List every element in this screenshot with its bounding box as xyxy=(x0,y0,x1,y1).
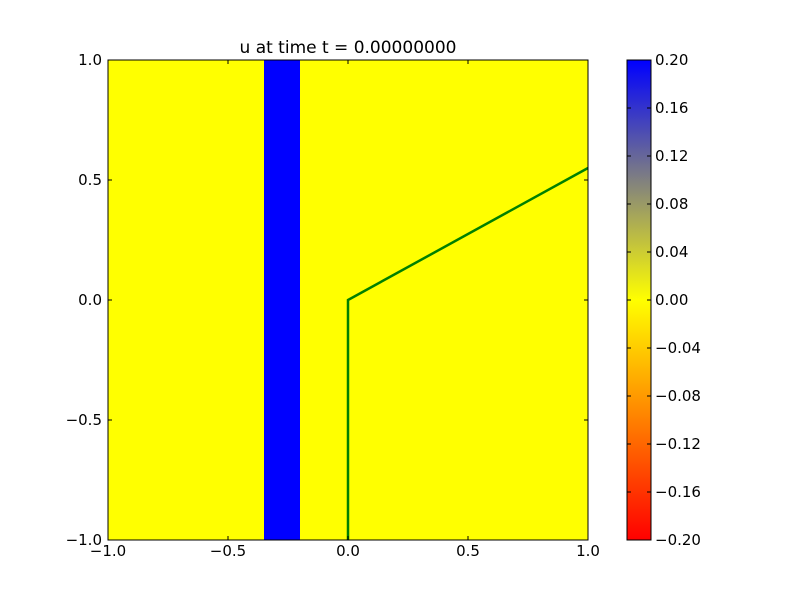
x-tick-label: −1.0 xyxy=(90,542,126,560)
colorbar-tick-label: −0.04 xyxy=(655,339,701,357)
colorbar-tick-label: −0.08 xyxy=(655,387,701,405)
y-tick-label: 1.0 xyxy=(78,51,102,69)
colorbar-tick-label: 0.08 xyxy=(655,195,688,213)
series-line xyxy=(346,166,589,540)
colorbar-tick-label: −0.16 xyxy=(655,483,701,501)
colorbar-tick-label: −0.20 xyxy=(655,531,701,549)
colorbar-tick-label: 0.16 xyxy=(655,99,688,117)
colorbar-tick-label: 0.00 xyxy=(655,291,688,309)
x-tick-label: 1.0 xyxy=(576,542,600,560)
x-tick-label: −0.5 xyxy=(210,542,246,560)
colorbar-tick-label: 0.20 xyxy=(655,51,688,69)
x-axis: −1.0 −0.5 0.0 0.5 1.0 xyxy=(90,60,600,560)
field-bands xyxy=(264,60,300,540)
y-tick-label: −0.5 xyxy=(66,411,102,429)
colorbar-ticks: 0.20 0.16 0.12 0.08 0.04 0.00 −0.04 −0.08 −0.12 −… xyxy=(627,51,701,549)
chart-title: u at time t = 0.00000000 xyxy=(240,38,457,58)
y-tick-label: −1.0 xyxy=(66,531,102,549)
plot-area xyxy=(107,59,589,541)
colorbar: 0.20 0.16 0.12 0.08 0.04 0.00 −0.04 −0.08 −0.12 −… xyxy=(626,51,701,549)
series-lines xyxy=(346,166,589,540)
colorbar-tick-label: 0.12 xyxy=(655,147,688,165)
colorbar-tick-label: 0.04 xyxy=(655,243,688,261)
x-tick-label: 0.0 xyxy=(336,542,360,560)
x-tick-label: 0.5 xyxy=(456,542,480,560)
field-band xyxy=(264,60,300,540)
y-tick-label: 0.0 xyxy=(78,291,102,309)
colorbar-frame xyxy=(626,59,652,541)
y-axis: −1.0 −0.5 0.0 0.5 1.0 xyxy=(66,51,588,549)
y-tick-label: 0.5 xyxy=(78,171,102,189)
colorbar-tick-label: −0.12 xyxy=(655,435,701,453)
